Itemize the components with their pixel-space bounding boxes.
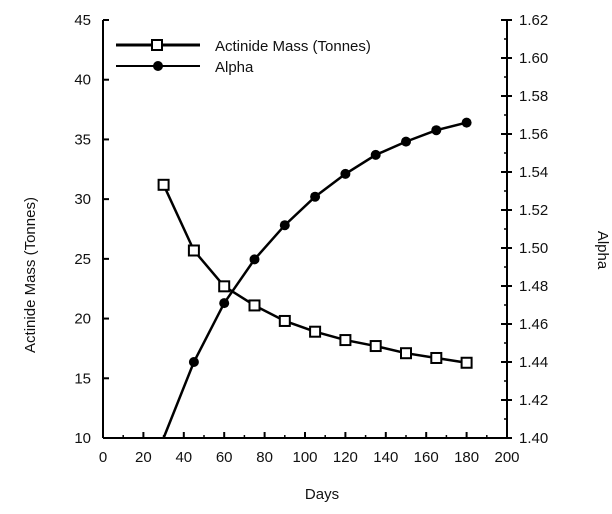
alpha-point	[431, 125, 442, 136]
actinide-mass-point	[369, 340, 382, 353]
legend-label-actinide: Actinide Mass (Tonnes)	[215, 38, 371, 55]
alpha-point	[401, 136, 411, 147]
alpha-line	[162, 121, 467, 439]
y-tick-label: 35	[74, 131, 91, 148]
x-tick-label: 140	[373, 449, 398, 466]
x-tick-label: 180	[454, 449, 479, 466]
y2-tick-label: 1.48	[519, 278, 548, 295]
actinide-mass-point	[309, 325, 322, 338]
legend-marker-circle	[153, 61, 163, 71]
x-axis-title: Days	[305, 486, 339, 503]
x-tick-label: 0	[99, 449, 107, 466]
alpha-point	[219, 298, 230, 309]
alpha-point	[310, 191, 321, 202]
y-tick-label: 25	[74, 251, 91, 268]
y2-tick-label: 1.44	[519, 354, 548, 371]
actinide-mass-point	[339, 334, 352, 347]
y2-tick-label: 1.40	[519, 430, 548, 447]
x-tick-label: 100	[292, 449, 317, 466]
actinide-mass-point	[157, 178, 170, 191]
x-tick-label: 120	[333, 449, 358, 466]
y2-tick-label: 1.60	[519, 50, 548, 67]
y-tick-label: 30	[74, 191, 91, 208]
y2-tick-label: 1.52	[519, 202, 548, 219]
y2-tick-label: 1.58	[519, 88, 548, 105]
x-tick-label: 160	[414, 449, 439, 466]
alpha-point	[279, 220, 290, 231]
y2-tick-label: 1.50	[519, 240, 548, 257]
legend: Actinide Mass (Tonnes) Alpha	[116, 38, 371, 76]
actinide-mass-point	[248, 299, 261, 312]
y2-tick-label: 1.62	[519, 12, 548, 29]
y-tick-label: 40	[74, 72, 91, 89]
actinide-mass-point	[218, 280, 231, 293]
x-tick-label: 60	[216, 449, 233, 466]
alpha-point	[188, 357, 199, 367]
y-axis-title: Actinide Mass (Tonnes)	[22, 197, 39, 353]
actinide-mass-point	[430, 351, 443, 364]
axes	[102, 20, 508, 439]
y2-tick-label: 1.42	[519, 392, 548, 409]
legend-marker-square	[151, 39, 163, 51]
ticks: 0 20 40 60 80 100 120 140 160 180 200 10 15 20 25 30 35 4…	[74, 12, 548, 466]
y-tick-label: 15	[74, 370, 91, 387]
alpha-point	[461, 117, 472, 128]
y-tick-label: 45	[74, 12, 91, 29]
x-tick-label: 20	[135, 449, 152, 466]
alpha-point	[340, 168, 351, 179]
y-tick-label: 20	[74, 311, 91, 328]
actinide-mass-point	[460, 356, 473, 369]
actinide-mass-point	[278, 314, 291, 327]
x-tick-label: 40	[175, 449, 192, 466]
x-tick-label: 80	[256, 449, 273, 466]
actinide-mass-point	[400, 347, 412, 360]
y-tick-label: 10	[74, 430, 91, 447]
x-tick-label: 200	[494, 449, 519, 466]
y2-tick-label: 1.46	[519, 316, 548, 333]
y2-tick-label: 1.54	[519, 164, 548, 181]
y2-tick-label: 1.56	[519, 126, 548, 143]
actinide-mass-point	[187, 244, 200, 257]
series-layer	[157, 117, 473, 439]
alpha-point	[249, 254, 260, 265]
y2-axis-title: Alpha	[594, 231, 611, 270]
legend-label-alpha: Alpha	[215, 59, 254, 76]
alpha-point	[370, 149, 381, 160]
